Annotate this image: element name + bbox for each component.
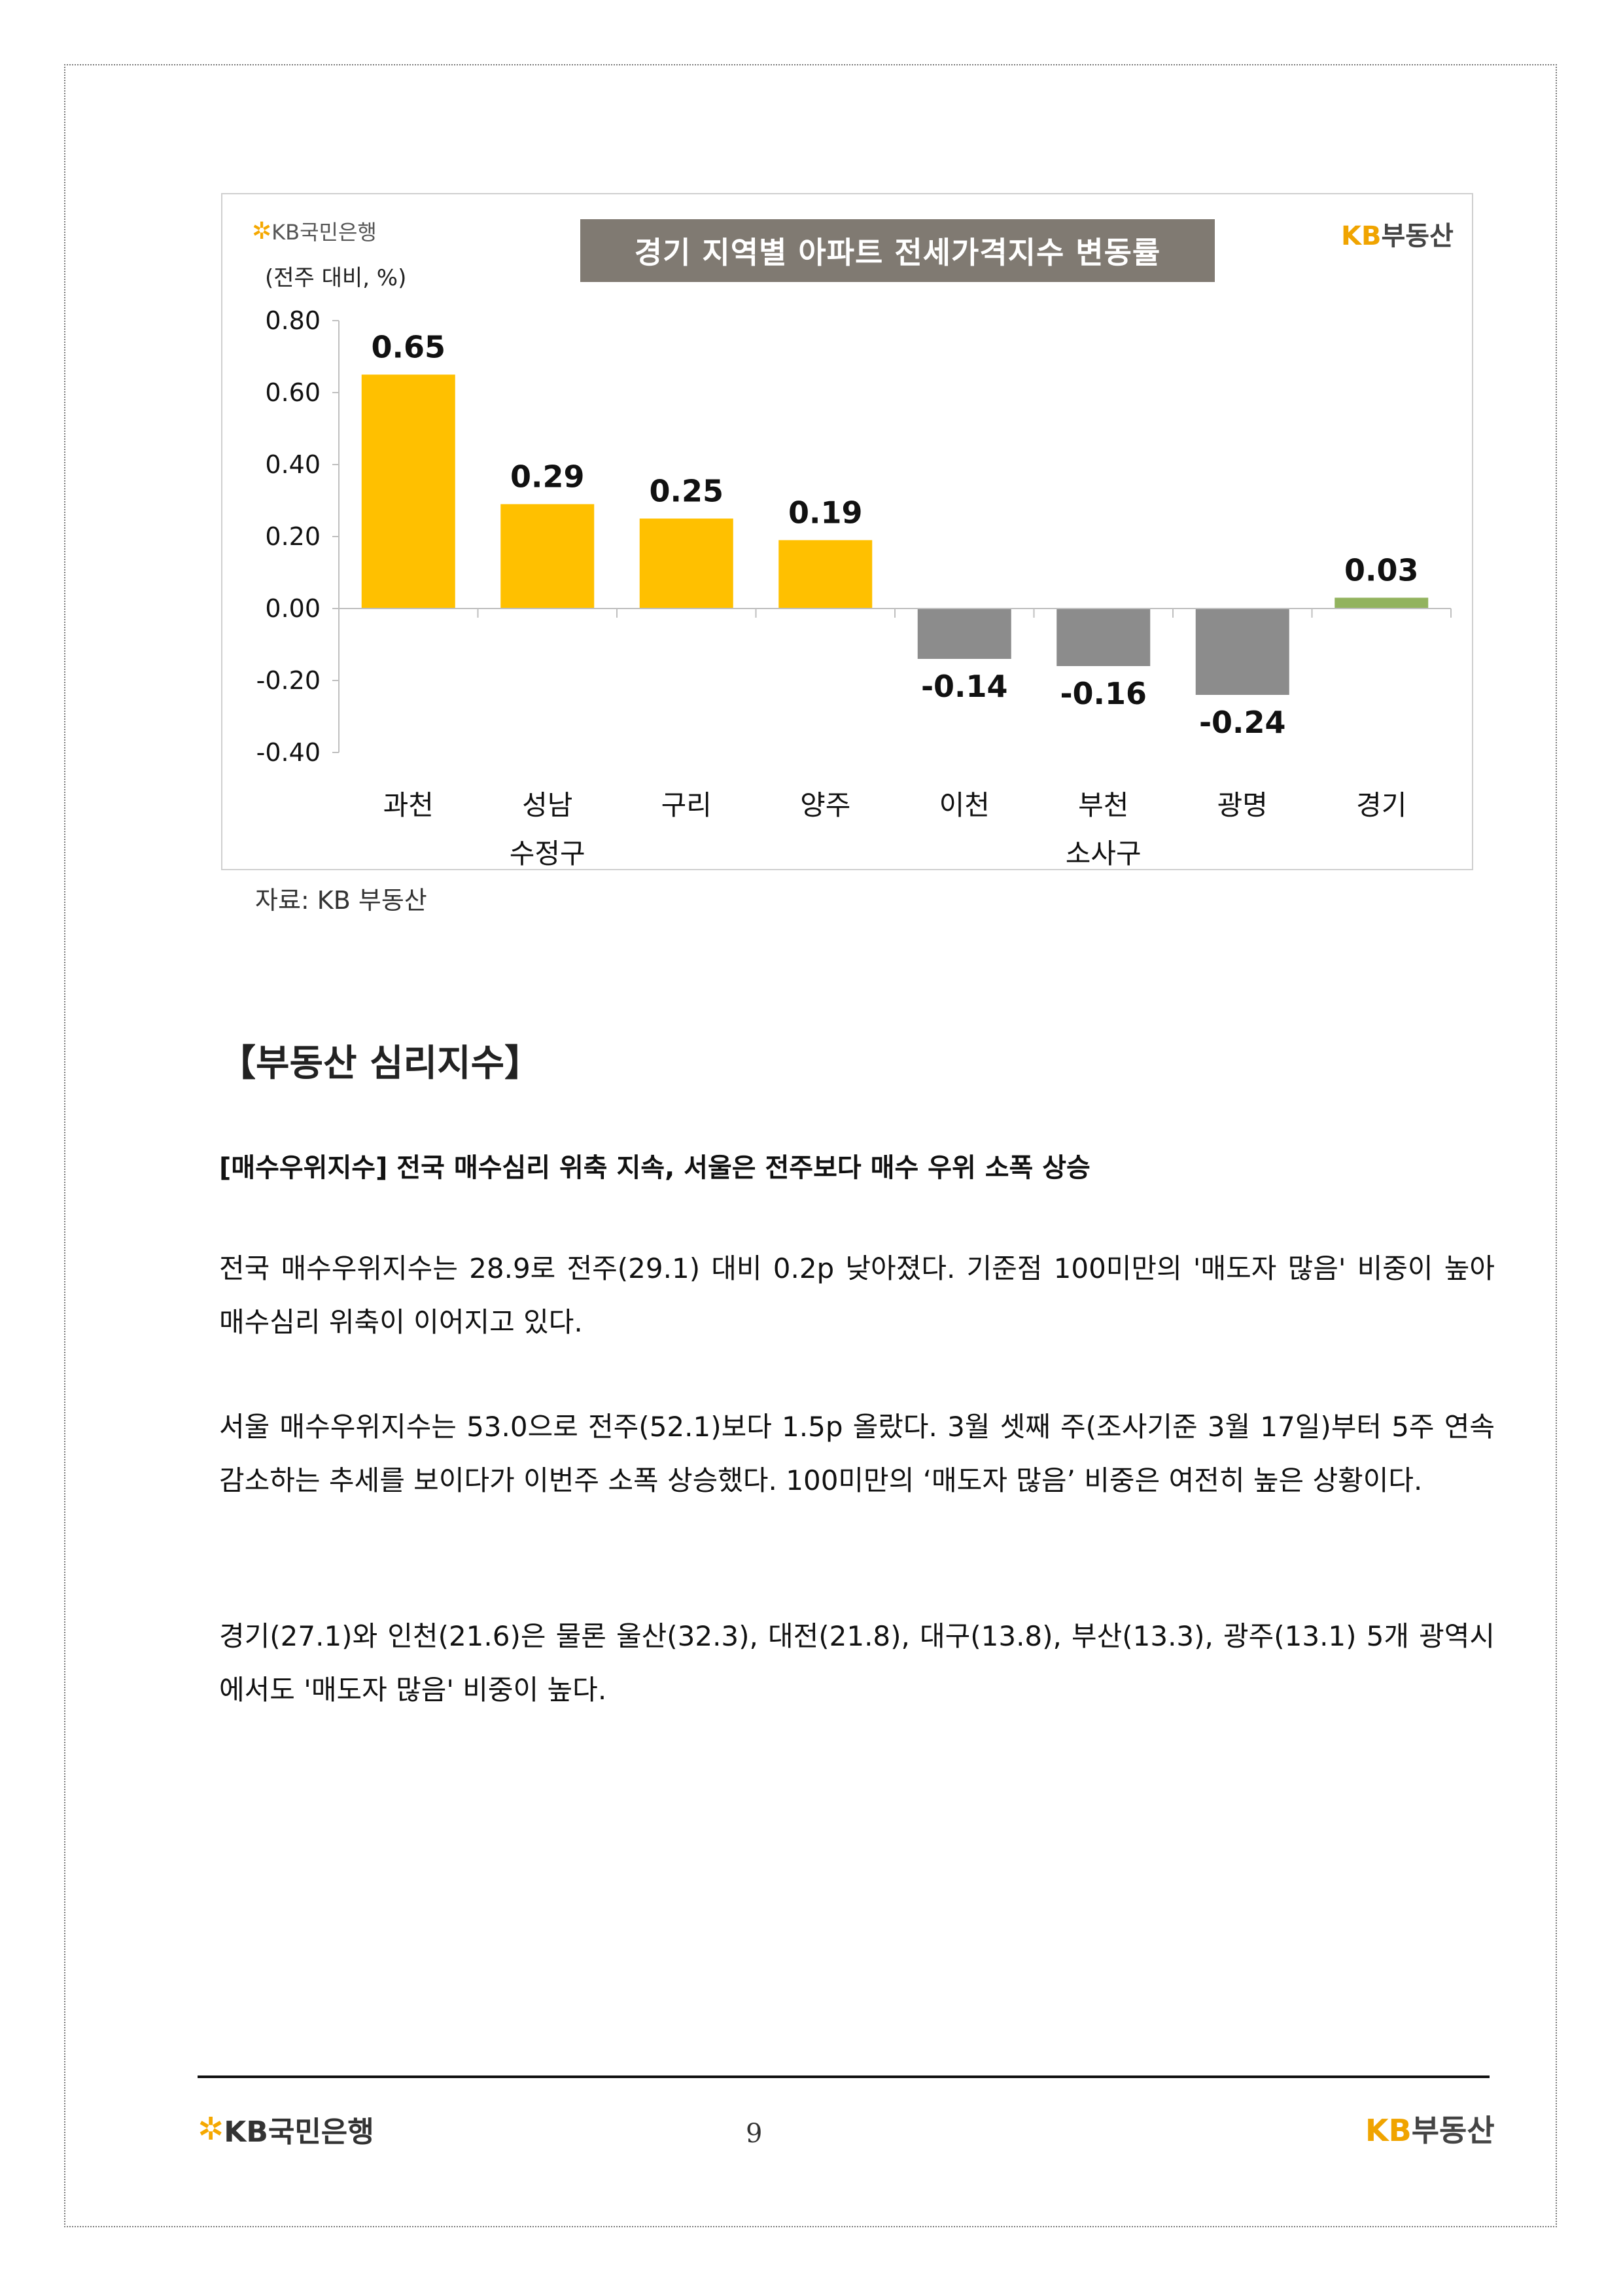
bar-5 (1056, 609, 1151, 666)
kb-realestate-logo-kb: KB (1341, 221, 1382, 251)
y-tick-label: 0.60 (265, 378, 321, 407)
footer-kb-realestate-logo: KB부동산 (1365, 2107, 1495, 2150)
paragraph-3: 경기(27.1)와 인천(21.6)은 물론 울산(32.3), 대전(21.8… (219, 1620, 1495, 1706)
footer-kb-star-icon: ✲ (198, 2111, 224, 2147)
page-border (64, 64, 1557, 2227)
x-category-label: 구리 (661, 789, 712, 821)
bar-value-label: -0.16 (1060, 676, 1147, 711)
footer-kb-realestate-logo-name: 부동산 (1411, 2113, 1495, 2148)
y-tick-label: 0.40 (265, 450, 321, 479)
kb-realestate-logo: KB부동산 (1341, 215, 1454, 253)
bar-6 (1195, 609, 1289, 695)
footer-divider (198, 2075, 1490, 2078)
x-category-label: 이천 (939, 789, 990, 821)
bar-chart: 0.80 0.60 0.40 0.20 0.00 -0.20 -0.40 0.65 과천 0.29… (256, 306, 1452, 870)
bar-value-label: 0.65 (372, 330, 446, 365)
paragraph-1: 전국 매수우위지수는 28.9로 전주(29.1) 대비 0.2p 낮아졌다. … (219, 1252, 1495, 1338)
kb-bank-logo-text: KB국민은행 (271, 220, 377, 245)
bar-7 (1335, 597, 1429, 609)
paragraph-2: 서울 매수우위지수는 53.0으로 전주(52.1)보다 1.5p 올랐다. 3… (219, 1411, 1495, 1496)
bar-value-label: 0.29 (510, 459, 585, 495)
section-heading: 【부동산 심리지수】 (219, 1042, 542, 1085)
footer-kb-bank-logo-text: KB국민은행 (224, 2115, 374, 2149)
kb-star-icon: ✲ (252, 217, 272, 245)
bar-value-label: -0.24 (1199, 705, 1286, 740)
bar-3 (778, 540, 873, 609)
x-category-label: 부천 (1078, 789, 1128, 821)
y-tick-label: 0.00 (265, 594, 321, 623)
x-category-label: 수정구 (510, 838, 585, 870)
chart-unit-label: (전주 대비, %) (265, 265, 407, 291)
bar-0 (361, 374, 455, 609)
x-category-label: 양주 (800, 789, 850, 821)
footer-kb-bank-logo: ✲ KB국민은행 (198, 2108, 374, 2150)
kb-realestate-logo-name: 부동산 (1381, 221, 1454, 251)
y-tick-label: 0.20 (265, 522, 321, 551)
x-category-label: 소사구 (1066, 838, 1142, 870)
footer-kb-realestate-logo-kb: KB (1365, 2113, 1412, 2148)
bar-4 (917, 609, 1011, 659)
kb-bank-logo: ✲ KB국민은행 (252, 216, 377, 246)
x-category-label: 광명 (1217, 789, 1268, 821)
bar-value-label: -0.14 (921, 669, 1008, 704)
y-tick-label: -0.40 (256, 738, 321, 767)
bar-value-label: 0.03 (1344, 553, 1419, 588)
y-tick-label: 0.80 (265, 306, 321, 335)
sub-heading: [매수우위지수] 전국 매수심리 위축 지속, 서울은 전주보다 매수 우위 소… (219, 1153, 1091, 1183)
bar-value-label: 0.19 (788, 495, 863, 531)
bar-1 (500, 504, 595, 609)
page-number: 9 (746, 2119, 763, 2149)
x-category-label: 과천 (383, 789, 434, 821)
chart-source: 자료: KB 부동산 (255, 886, 427, 915)
chart-title: 경기 지역별 아파트 전세가격지수 변동률 (580, 219, 1215, 282)
x-category-label: 성남 (522, 789, 572, 821)
bar-2 (639, 518, 733, 609)
y-tick-label: -0.20 (256, 666, 321, 695)
bar-value-label: 0.25 (650, 474, 724, 509)
x-category-label: 경기 (1356, 789, 1406, 821)
